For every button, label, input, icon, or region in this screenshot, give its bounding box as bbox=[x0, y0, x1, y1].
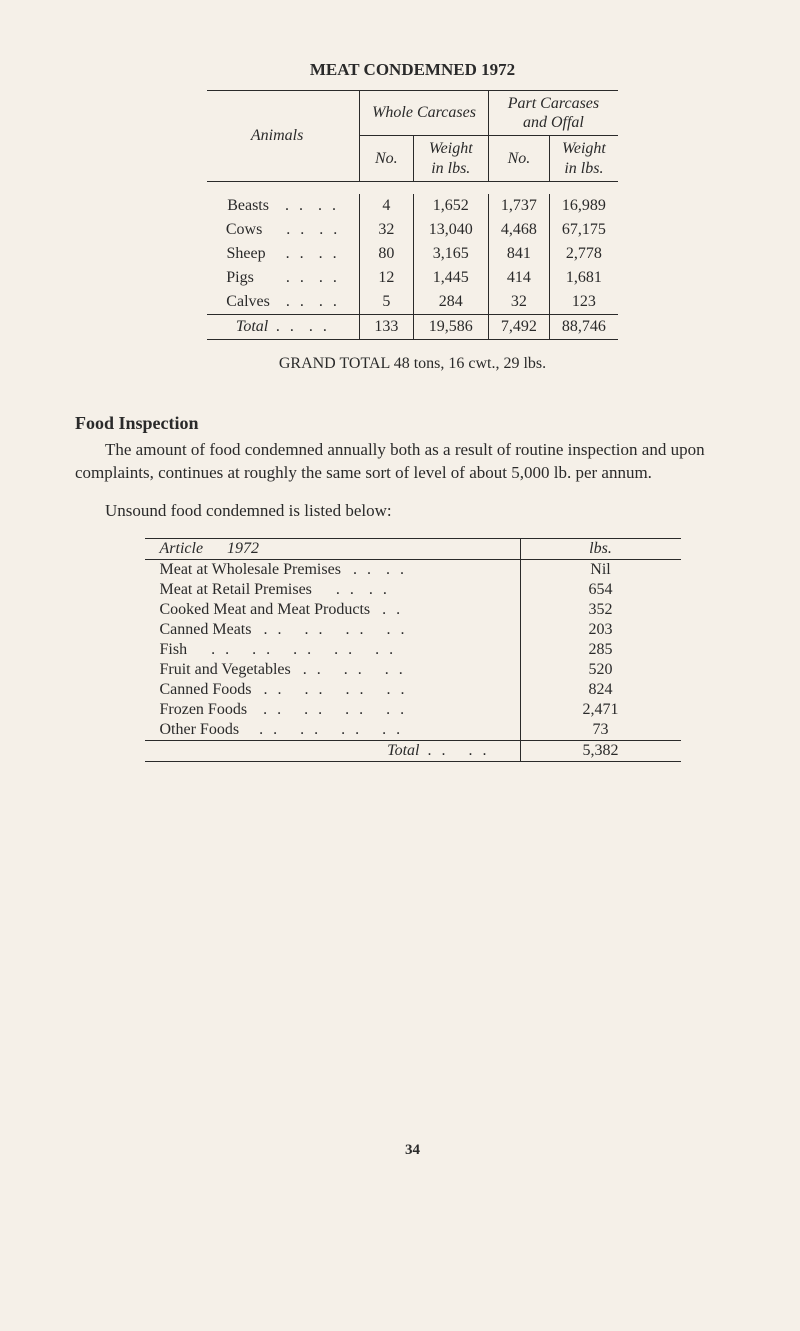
table-row-article: Meat at Retail Premises . . . . bbox=[145, 580, 521, 600]
food-total-label: Total . . . . bbox=[145, 740, 521, 761]
paragraph: Unsound food condemned is listed below: bbox=[75, 500, 750, 523]
table-cell: 32 bbox=[488, 290, 549, 315]
table-row-article: Frozen Foods . . . . . . . . bbox=[145, 700, 521, 720]
table-cell: 414 bbox=[488, 266, 549, 290]
table-cell: 1,681 bbox=[549, 266, 618, 290]
table-cell: 13,040 bbox=[413, 218, 488, 242]
table-row-animal: Cows . . . . bbox=[207, 218, 360, 242]
whole-no-header: No. bbox=[360, 136, 414, 181]
table-row-article: Other Foods . . . . . . . . bbox=[145, 720, 521, 741]
table-row-article: Cooked Meat and Meat Products . . bbox=[145, 600, 521, 620]
table-cell: 7,492 bbox=[488, 314, 549, 339]
table-cell: 284 bbox=[413, 290, 488, 315]
table-row-article: Meat at Wholesale Premises . . . . bbox=[145, 559, 521, 580]
table-cell: 841 bbox=[488, 242, 549, 266]
table-cell: 4 bbox=[360, 194, 414, 218]
table-cell: 3,165 bbox=[413, 242, 488, 266]
table-row-animal: Calves . . . . bbox=[207, 290, 360, 315]
table-row-article: Canned Foods . . . . . . . . bbox=[145, 680, 521, 700]
table-cell: 133 bbox=[360, 314, 414, 339]
table-cell: 1,737 bbox=[488, 194, 549, 218]
table-cell: 824 bbox=[520, 680, 681, 700]
table-cell: 1,445 bbox=[413, 266, 488, 290]
part-weight-header: Weightin lbs. bbox=[549, 136, 618, 181]
table-cell: 352 bbox=[520, 600, 681, 620]
section-heading: Food Inspection bbox=[75, 413, 750, 434]
table-cell: Nil bbox=[520, 559, 681, 580]
table-cell: 80 bbox=[360, 242, 414, 266]
table-cell: 5 bbox=[360, 290, 414, 315]
table-cell: 123 bbox=[549, 290, 618, 315]
part-carcases-header: Part Carcasesand Offal bbox=[488, 91, 618, 136]
part-no-header: No. bbox=[488, 136, 549, 181]
whole-weight-header: Weightin lbs. bbox=[413, 136, 488, 181]
paragraph: The amount of food condemned annually bo… bbox=[75, 439, 750, 485]
food-condemned-table: Article 1972 lbs. Meat at Wholesale Prem… bbox=[145, 538, 681, 762]
table-cell: 4,468 bbox=[488, 218, 549, 242]
table-cell: 12 bbox=[360, 266, 414, 290]
lbs-header: lbs. bbox=[520, 538, 681, 559]
total-label: Total . . . . bbox=[207, 314, 360, 339]
animals-header: Animals bbox=[207, 91, 360, 182]
page-number: 34 bbox=[75, 1142, 750, 1159]
table-row-animal: Pigs . . . . bbox=[207, 266, 360, 290]
table-row-article: Fish . . . . . . . . . . bbox=[145, 640, 521, 660]
table-cell: 2,778 bbox=[549, 242, 618, 266]
whole-carcases-header: Whole Carcases bbox=[360, 91, 489, 136]
table-row-animal: Beasts . . . . bbox=[207, 194, 360, 218]
table-cell: 88,746 bbox=[549, 314, 618, 339]
table-cell: 520 bbox=[520, 660, 681, 680]
table-cell: 73 bbox=[520, 720, 681, 741]
meat-condemned-table: Animals Whole Carcases Part Carcasesand … bbox=[207, 90, 618, 340]
table-cell: 654 bbox=[520, 580, 681, 600]
table-cell: 19,586 bbox=[413, 314, 488, 339]
table-row-animal: Sheep . . . . bbox=[207, 242, 360, 266]
article-header: Article 1972 bbox=[145, 538, 521, 559]
table-cell: 5,382 bbox=[520, 740, 681, 761]
table-row-article: Fruit and Vegetables . . . . . . bbox=[145, 660, 521, 680]
page-title: MEAT CONDEMNED 1972 bbox=[75, 60, 750, 80]
table-cell: 203 bbox=[520, 620, 681, 640]
table-cell: 285 bbox=[520, 640, 681, 660]
table-row-article: Canned Meats . . . . . . . . bbox=[145, 620, 521, 640]
table-cell: 2,471 bbox=[520, 700, 681, 720]
table-cell: 16,989 bbox=[549, 194, 618, 218]
grand-total-text: GRAND TOTAL 48 tons, 16 cwt., 29 lbs. bbox=[75, 355, 750, 373]
table-cell: 32 bbox=[360, 218, 414, 242]
table-cell: 1,652 bbox=[413, 194, 488, 218]
table-cell: 67,175 bbox=[549, 218, 618, 242]
